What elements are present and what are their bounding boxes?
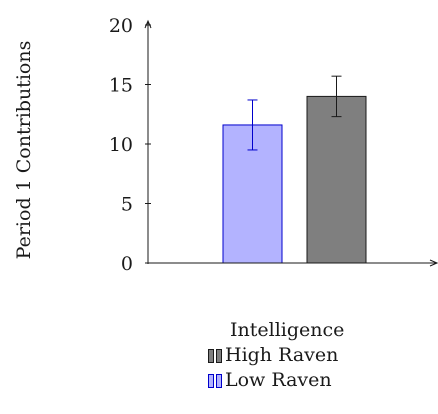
y-tick-label: 5 [121, 194, 133, 216]
y-tick-label: 15 [109, 75, 133, 97]
x-axis-arrow [429, 259, 438, 267]
legend-label-low-raven: Low Raven [225, 369, 332, 391]
y-tick-label: 10 [109, 134, 133, 156]
y-axis-arrow [144, 19, 152, 29]
legend-item-low-raven: Low Raven [208, 368, 344, 393]
y-axis-ticks: 0 5 10 15 20 [109, 15, 151, 275]
legend-title: Intelligence [230, 319, 345, 341]
y-tick-label: 20 [109, 15, 133, 37]
legend: Intelligence High Raven Low Raven [208, 318, 344, 393]
legend-swatch-low-raven [208, 373, 222, 388]
legend-item-high-raven: High Raven [208, 343, 344, 368]
legend-label-high-raven: High Raven [225, 344, 339, 366]
y-tick-label: 0 [121, 253, 133, 275]
legend-swatch-high-raven [208, 348, 222, 363]
bar-high-raven [306, 95, 367, 264]
bars [222, 75, 367, 264]
y-axis-label: Period 1 Contributions [13, 41, 35, 260]
